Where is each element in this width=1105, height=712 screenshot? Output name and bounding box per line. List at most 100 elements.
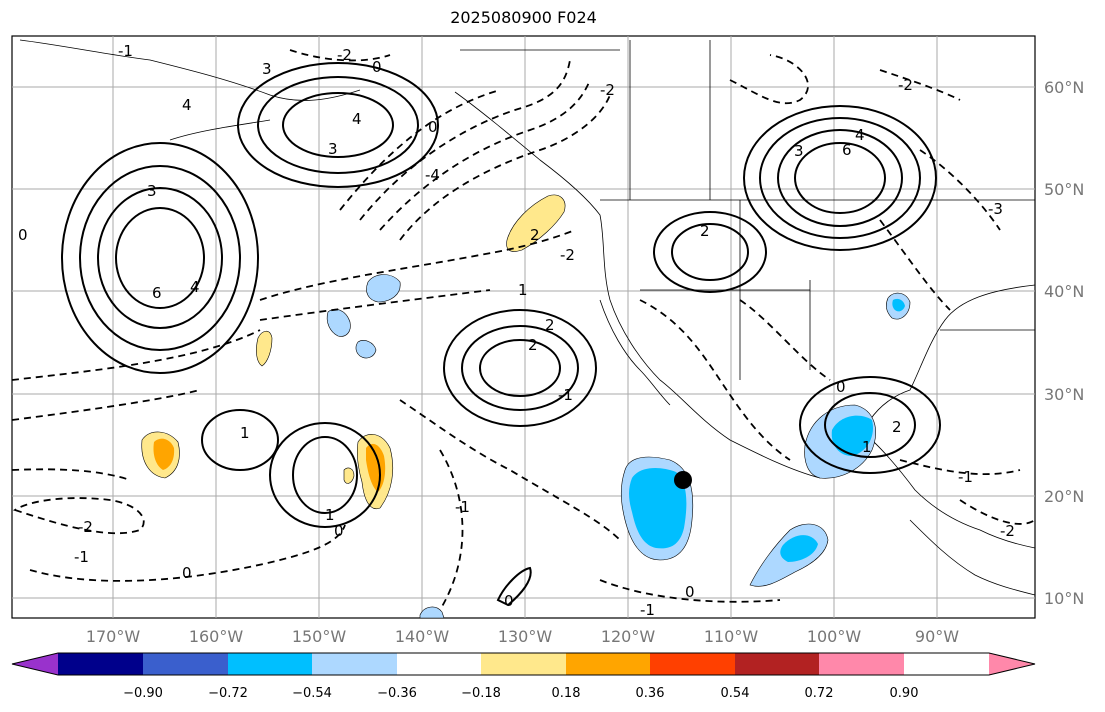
shade-pos-light: [506, 194, 566, 252]
contour-label: 2: [700, 222, 710, 240]
colorbar-bin: [566, 653, 650, 675]
map-title: 2025080900 F024: [450, 8, 597, 27]
contour-label: 3: [262, 60, 272, 78]
contour-label: 0: [334, 522, 344, 540]
colorbar-tick: −0.90: [123, 686, 163, 701]
lat-label: 40°N: [1044, 282, 1084, 301]
colorbar-extend-low: [12, 653, 58, 675]
contour-label: 0: [504, 592, 514, 610]
contour-label: 2: [530, 226, 540, 244]
coastlines: [19, 39, 1036, 596]
contour-label: 1: [325, 506, 335, 524]
lon-label: 100°W: [807, 627, 862, 646]
contour-label: 3: [328, 140, 338, 158]
contour-label: 1: [240, 424, 250, 442]
lat-label: 10°N: [1044, 589, 1084, 608]
shade-pos-mid: [153, 438, 175, 470]
contour-label: 4: [855, 126, 865, 144]
lon-label: 120°W: [601, 627, 656, 646]
contour-label: -4: [425, 166, 440, 184]
contour-label: 6: [152, 284, 162, 302]
colorbar-tick: −0.54: [292, 686, 332, 701]
contour-label: -2: [600, 81, 615, 99]
lat-labels: 60°N 50°N 40°N 30°N 20°N 10°N: [1044, 78, 1084, 608]
contour-label: -3: [988, 200, 1003, 218]
storm-center-marker: [674, 471, 692, 489]
colorbar-bin: [735, 653, 819, 675]
shade-neg-mid: [892, 298, 905, 312]
negative-contours: [11, 49, 1036, 611]
contour-label: 4: [352, 110, 362, 128]
lon-label: 130°W: [498, 627, 553, 646]
contour-label: -1: [118, 42, 133, 60]
contour-label: -1: [455, 498, 470, 516]
contour-label: 2: [892, 418, 902, 436]
contour-label: -2: [78, 518, 93, 536]
contour-label: 4: [182, 96, 192, 114]
contour-label: 1: [862, 438, 872, 456]
lon-label: 160°W: [189, 627, 244, 646]
contour-label: 2: [528, 336, 538, 354]
contour-label: -1: [958, 468, 973, 486]
contour-label: -2: [337, 46, 352, 64]
colorbar-extend-high: [989, 653, 1035, 675]
contour-label: -2: [1000, 522, 1015, 540]
shaded-regions: [141, 194, 911, 619]
lat-label: 20°N: [1044, 487, 1084, 506]
contour-label: -1: [558, 386, 573, 404]
colorbar-bin: [228, 653, 312, 675]
contour-label: -2: [898, 76, 913, 94]
colorbar-bin: [650, 653, 735, 675]
contour-label: 0: [428, 118, 438, 136]
lat-label: 50°N: [1044, 180, 1084, 199]
contour-label: 2: [545, 316, 555, 334]
colorbar-bin: [397, 653, 481, 675]
colorbar: −0.90 −0.72 −0.54 −0.36 −0.18 0.18 0.36 …: [11, 652, 1036, 701]
colorbar-tick: −0.72: [208, 686, 248, 701]
contour-label: 0: [372, 58, 382, 76]
positive-contours: [61, 62, 941, 607]
lat-label: 60°N: [1044, 78, 1084, 97]
colorbar-tick: −0.36: [377, 686, 417, 701]
colorbar-bin: [58, 653, 143, 675]
lon-label: 140°W: [395, 627, 450, 646]
contour-label: -2: [560, 246, 575, 264]
colorbar-tick: −0.18: [461, 686, 501, 701]
colorbar-bin: [481, 653, 566, 675]
lat-label: 30°N: [1044, 385, 1084, 404]
shade-neg-mid: [831, 415, 874, 456]
contour-label: -1: [640, 601, 655, 619]
lon-label: 90°W: [915, 627, 959, 646]
shade-neg-mid: [629, 468, 687, 549]
lon-labels: 170°W 160°W 150°W 140°W 130°W 120°W 110°…: [86, 627, 959, 646]
contour-label: 4: [190, 278, 200, 296]
contour-label: 3: [147, 182, 157, 200]
shade-neg-light: [419, 606, 445, 619]
shade-neg-light: [366, 274, 401, 303]
colorbar-bin: [312, 653, 397, 675]
colorbar-tick: 0.72: [805, 686, 834, 701]
colorbar-tick: 0.36: [636, 686, 665, 701]
colorbar-tick: 0.18: [552, 686, 581, 701]
shade-neg-mid: [780, 535, 818, 562]
contour-label: 0: [685, 583, 695, 601]
colorbar-bin: [819, 653, 904, 675]
shade-neg-light: [355, 340, 377, 359]
contour-label: 0: [836, 378, 846, 396]
colorbar-tick: 0.54: [721, 686, 750, 701]
colorbar-bin: [143, 653, 228, 675]
contour-label: 0: [18, 226, 28, 244]
shade-pos-light: [343, 467, 355, 484]
contour-label: 6: [842, 141, 852, 159]
lon-label: 110°W: [704, 627, 759, 646]
lon-label: 150°W: [292, 627, 347, 646]
colorbar-tick: 0.90: [890, 686, 919, 701]
contour-label: 0: [182, 564, 192, 582]
contour-label: 3: [794, 142, 804, 160]
shade-neg-light: [326, 309, 351, 337]
shade-pos-light: [256, 330, 273, 367]
contour-labels: 3 4 6 4 3 0 -2 0 4 3 -4 2 -2 1 -1 2 -2 3…: [18, 42, 1015, 619]
contour-label: 1: [518, 281, 528, 299]
lon-label: 170°W: [86, 627, 141, 646]
